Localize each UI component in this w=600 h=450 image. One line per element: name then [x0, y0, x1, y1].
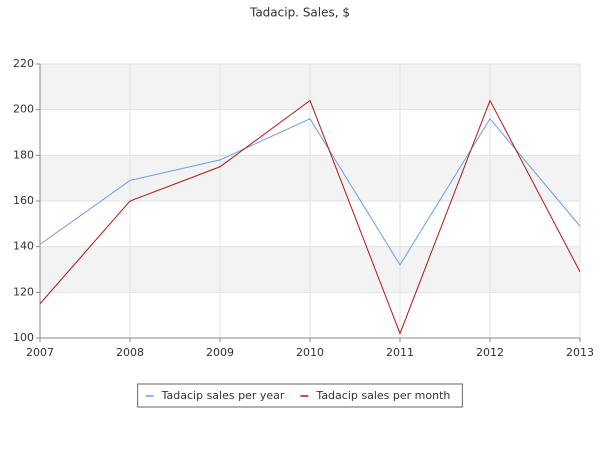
x-tick-label: 2007: [26, 346, 54, 359]
legend-label: Tadacip sales per year: [161, 389, 285, 402]
y-tick-label: 220: [13, 57, 34, 70]
x-tick-label: 2013: [566, 346, 594, 359]
x-tick-label: 2011: [386, 346, 414, 359]
x-tick-label: 2010: [296, 346, 324, 359]
legend-label: Tadacip sales per month: [315, 389, 450, 402]
y-tick-label: 120: [13, 285, 34, 298]
y-tick-label: 180: [13, 148, 34, 161]
x-tick-label: 2009: [206, 346, 234, 359]
line-series: [39, 99, 581, 335]
y-tick-label: 200: [13, 103, 34, 116]
legend: Tadacip sales per year Tadacip sales per …: [137, 383, 463, 408]
y-tick-label: 100: [13, 331, 34, 344]
y-tick-label: 160: [13, 194, 34, 207]
legend-box: [137, 383, 463, 408]
y-tick-label: 140: [13, 240, 34, 253]
line-series: [39, 117, 581, 266]
x-tick-label: 2008: [116, 346, 144, 359]
chart-title: Tadacip. Sales, $: [249, 6, 350, 20]
x-tick-label: 2012: [476, 346, 504, 359]
